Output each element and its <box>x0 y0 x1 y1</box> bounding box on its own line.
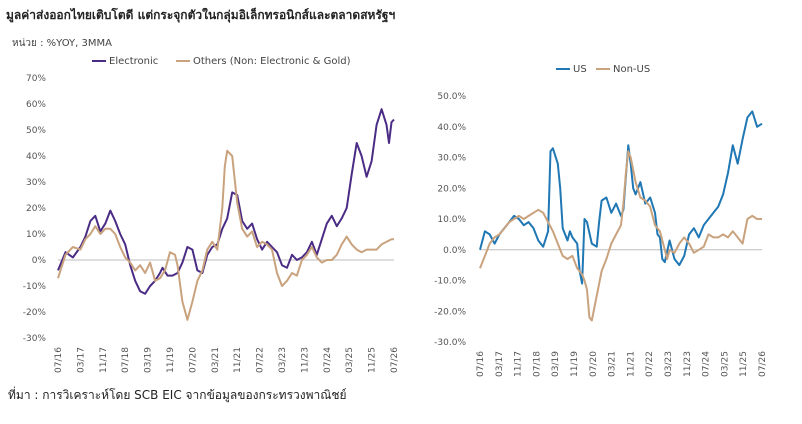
left-xtick-label: 07/22 <box>256 347 266 373</box>
left-xtick-label: 07/20 <box>188 347 198 373</box>
left-xtick-label: 03/25 <box>345 347 355 373</box>
right-ytick-label: 50.0% <box>437 92 466 102</box>
right-ytick-label: -20.0% <box>434 307 466 317</box>
right-ytick-label: -10.0% <box>434 277 466 287</box>
right-series-line-1 <box>479 110 763 285</box>
right-series-line-2 <box>479 150 762 322</box>
left-ytick-label: 70% <box>26 74 46 84</box>
left-xtick-label: 11/23 <box>300 347 310 373</box>
right-xtick-label: 11/17 <box>514 351 524 377</box>
right-xtick-label: 03/17 <box>495 351 505 377</box>
left-ytick-label: -10% <box>23 282 47 292</box>
left-ytick-label: 0% <box>32 256 47 266</box>
right-ytick-label: 40.0% <box>437 123 466 133</box>
right-xtick-label: 03/23 <box>664 351 674 377</box>
right-xtick-label: 03/19 <box>551 351 561 377</box>
right-ytick-label: -30.0% <box>434 338 466 348</box>
left-legend-label-2: Others (Non: Electronic & Gold) <box>193 56 351 67</box>
left-ytick-label: 50% <box>26 126 46 136</box>
right-ytick-label: 30.0% <box>437 154 466 164</box>
left-ytick-label: 30% <box>26 178 46 188</box>
left-xtick-label: 03/17 <box>76 347 86 373</box>
left-ytick-label: 60% <box>26 100 46 110</box>
right-xtick-label: 03/25 <box>720 351 730 377</box>
right-xtick-label: 07/22 <box>645 351 655 377</box>
left-xtick-label: 11/21 <box>233 347 243 373</box>
left-xtick-label: 07/24 <box>323 347 333 373</box>
left-xtick-label: 03/21 <box>211 347 221 373</box>
left-xtick-label: 07/18 <box>121 347 131 373</box>
left-xtick-label: 11/25 <box>368 347 378 373</box>
left-xtick-label: 07/26 <box>390 347 400 373</box>
chart-title: มูลค่าส่งออกไทยเติบโตดี แต่กระจุกตัวในกล… <box>6 8 396 22</box>
right-xtick-label: 03/21 <box>608 351 618 377</box>
right-ytick-label: 20.0% <box>437 184 466 194</box>
right-ytick-label: 10.0% <box>437 215 466 225</box>
right-xtick-label: 07/24 <box>702 351 712 377</box>
right-xtick-label: 11/19 <box>570 351 580 377</box>
right-legend-label-2: Non-US <box>613 64 650 75</box>
left-ytick-label: -20% <box>23 308 47 318</box>
right-xtick-label: 11/21 <box>626 351 636 377</box>
left-ytick-label: 20% <box>26 204 46 214</box>
left-ytick-label: -30% <box>23 334 47 344</box>
source-note: ที่มา : การวิเคราะห์โดย SCB EIC จากข้อมู… <box>8 388 347 402</box>
left-xtick-label: 11/17 <box>99 347 109 373</box>
right-xtick-label: 07/18 <box>532 351 542 377</box>
left-xtick-label: 07/16 <box>54 347 64 373</box>
right-xtick-label: 11/25 <box>739 351 749 377</box>
right-xtick-label: 11/23 <box>683 351 693 377</box>
left-ytick-label: 10% <box>26 230 46 240</box>
left-xtick-label: 03/19 <box>144 347 154 373</box>
unit-label: หน่วย : %YOY, 3MMA <box>12 38 112 49</box>
left-legend-label-1: Electronic <box>109 56 158 67</box>
right-legend-label-1: US <box>573 64 587 75</box>
right-xtick-label: 07/26 <box>758 351 768 377</box>
left-xtick-label: 03/23 <box>278 347 288 373</box>
left-xtick-label: 11/19 <box>166 347 176 373</box>
right-xtick-label: 07/20 <box>589 351 599 377</box>
right-ytick-label: 0.0% <box>443 246 466 256</box>
left-ytick-label: 40% <box>26 152 46 162</box>
right-xtick-label: 07/16 <box>476 351 486 377</box>
left-series-line-2 <box>57 149 394 321</box>
left-series-line-1 <box>57 108 395 295</box>
